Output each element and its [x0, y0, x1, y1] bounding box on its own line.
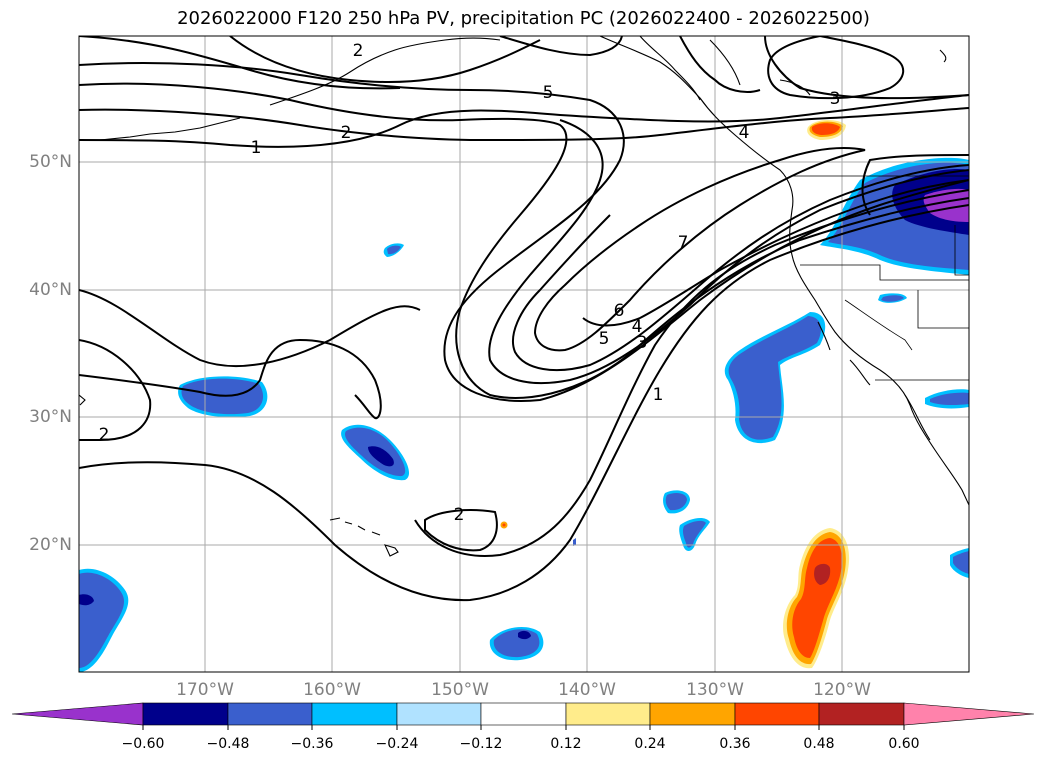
colorbar-tick: −0.36 [290, 736, 334, 752]
contour-label: 5 [599, 329, 610, 349]
lat-label-50n: 50°N [29, 152, 72, 172]
contour-label: 1 [653, 385, 664, 405]
colorbar-tick: 0.48 [803, 736, 835, 752]
precipitation-field [79, 119, 969, 672]
lat-label-20n: 20°N [29, 535, 72, 555]
coastlines [79, 36, 969, 557]
colorbar-extend-high [903, 702, 1035, 726]
colorbar-tick: −0.24 [375, 736, 419, 752]
contour-label: 2 [99, 425, 110, 445]
contour-label: 2 [454, 505, 465, 525]
contour-label: 1 [251, 138, 262, 158]
pv-contours [79, 36, 969, 602]
lon-label-150w: 150°W [431, 680, 489, 700]
map-frame [78, 35, 970, 673]
colorbar-tick: −0.60 [121, 736, 165, 752]
graticule [79, 36, 969, 672]
colorbar-tick: 0.36 [719, 736, 751, 752]
contour-label: 3 [830, 89, 841, 109]
lat-label-40n: 40°N [29, 280, 72, 300]
colorbar-tick: 0.24 [634, 736, 666, 752]
colorbar-extend-low [11, 702, 144, 726]
contour-label: 5 [543, 83, 554, 103]
lon-label-170w: 170°W [176, 680, 234, 700]
contour-label: 3 [637, 333, 648, 353]
lon-label-130w: 130°W [686, 680, 744, 700]
colorbar-tick: −0.12 [459, 736, 503, 752]
map-canvas: 1 2 5 3 2 7 6 5 4 3 1 2 2 4 [79, 36, 969, 672]
contour-label: 6 [614, 301, 625, 321]
lat-label-30n: 30°N [29, 407, 72, 427]
contour-label: 2 [341, 123, 352, 143]
map-title: 2026022000 F120 250 hPa PV, precipitatio… [177, 8, 870, 29]
colorbar-tick: −0.48 [206, 736, 250, 752]
colorbar-tick: 0.60 [888, 736, 920, 752]
contour-label: 2 [353, 41, 364, 61]
contour-label: 4 [739, 123, 750, 143]
political-borders [792, 175, 969, 381]
contour-label: 7 [678, 233, 689, 253]
lon-label-160w: 160°W [303, 680, 361, 700]
lon-label-140w: 140°W [558, 680, 616, 700]
contour-labels: 1 2 5 3 2 7 6 5 4 3 1 2 2 4 [99, 41, 841, 525]
lon-label-120w: 120°W [813, 680, 871, 700]
colorbar-tick: 0.12 [550, 736, 582, 752]
colorbar [11, 702, 1035, 730]
contour-label: 4 [632, 317, 643, 337]
